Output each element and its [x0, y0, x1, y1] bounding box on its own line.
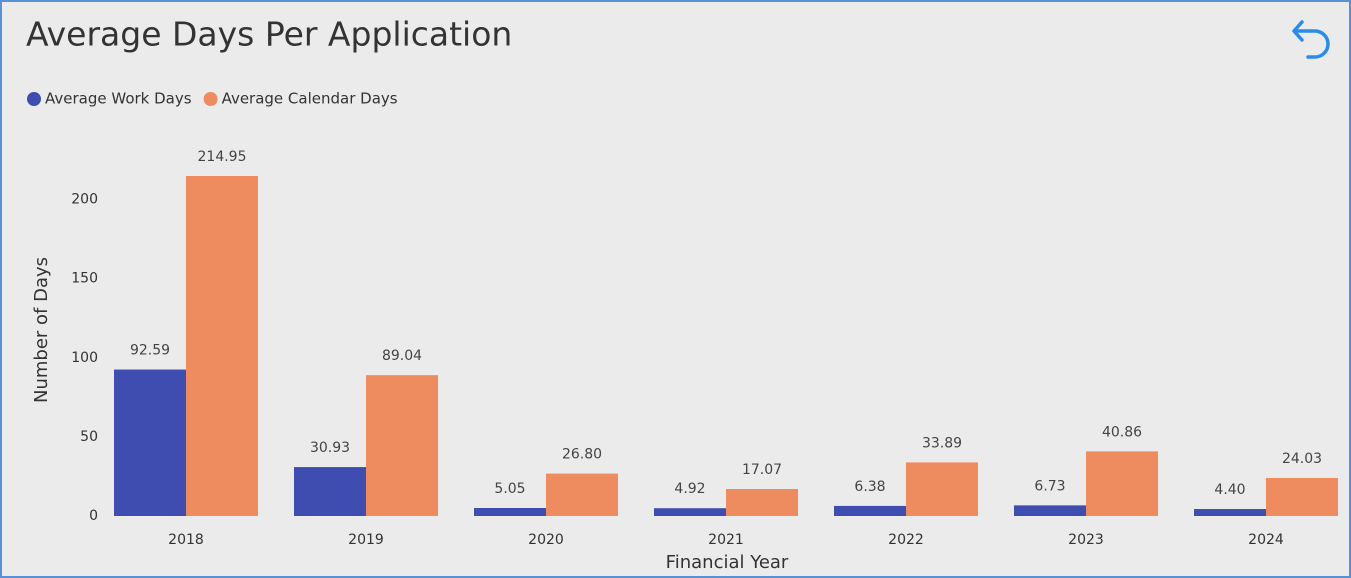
y-tick-label: 100: [71, 350, 98, 366]
bar: [294, 467, 366, 516]
bar: [1086, 451, 1158, 516]
y-tick-label: 50: [80, 429, 98, 445]
y-tick-label: 200: [71, 192, 98, 208]
legend-label: Average Work Days: [45, 90, 192, 108]
bar: [1266, 477, 1338, 516]
data-label: 6.38: [854, 479, 885, 495]
data-label: 4.92: [674, 481, 705, 497]
bar: [474, 508, 546, 516]
data-label: 30.93: [310, 440, 350, 456]
bar: [654, 508, 726, 516]
x-tick-label: 2022: [888, 532, 924, 548]
chart-title: Average Days Per Application: [26, 15, 512, 54]
x-tick-label: 2021: [708, 532, 744, 548]
data-label: 5.05: [494, 481, 525, 497]
legend-swatch: [203, 92, 218, 106]
back-button[interactable]: [1292, 20, 1330, 59]
bar: [114, 369, 186, 516]
bar: [186, 175, 258, 517]
data-label: 6.73: [1034, 478, 1065, 494]
y-axis-title: Number of Days: [31, 257, 52, 403]
x-tick-label: 2019: [348, 532, 384, 548]
legend-swatch: [27, 92, 41, 106]
data-label: 40.86: [1102, 424, 1142, 440]
y-tick-label: 150: [71, 271, 98, 287]
y-tick-label: 0: [89, 508, 98, 524]
x-axis-title: Financial Year: [666, 552, 789, 573]
x-tick-label: 2023: [1068, 532, 1104, 548]
data-label: 214.95: [198, 149, 247, 165]
data-label: 92.59: [130, 343, 170, 359]
data-label: 4.40: [1214, 482, 1245, 498]
bar: [726, 488, 798, 516]
back-arrow-body[interactable]: [1293, 29, 1330, 59]
x-tick-label: 2020: [528, 532, 564, 548]
data-label: 33.89: [922, 435, 962, 451]
x-tick-label: 2024: [1248, 532, 1284, 548]
bar: [834, 505, 906, 516]
bar: [1194, 509, 1266, 516]
legend-label: Average Calendar Days: [222, 90, 398, 108]
data-label: 24.03: [1282, 451, 1322, 467]
bar: [1014, 505, 1086, 516]
bar: [546, 473, 618, 516]
data-label: 89.04: [382, 348, 422, 364]
x-tick-label: 2018: [168, 532, 204, 548]
data-label: 26.80: [562, 447, 602, 463]
bar: [366, 375, 438, 516]
bar: [906, 462, 978, 516]
data-label: 17.07: [742, 462, 782, 478]
